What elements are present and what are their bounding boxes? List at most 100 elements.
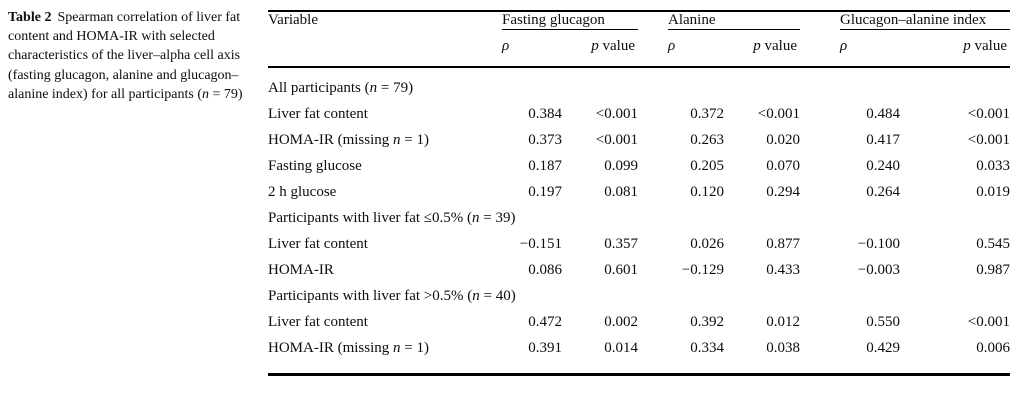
section-label-text: = 79) xyxy=(377,79,414,96)
rho-symbol: ρ xyxy=(668,38,676,54)
rho-value: −0.003 xyxy=(857,261,900,278)
gap-cell xyxy=(638,101,668,127)
p-value: 0.006 xyxy=(976,339,1010,356)
p-value: 0.002 xyxy=(604,313,638,330)
rho-value: 0.472 xyxy=(528,313,562,330)
rho-value: 0.484 xyxy=(866,105,900,122)
n-symbol: n xyxy=(472,287,480,304)
table-row-liver-fat-content: Liver fat content −0.151 0.357 0.026 0.8… xyxy=(268,231,1010,257)
rho-value: 0.372 xyxy=(690,105,724,122)
gap-cell xyxy=(800,101,840,127)
table-row-liver-fat-content: Liver fat content 0.384 <0.001 0.372 <0.… xyxy=(268,101,1010,127)
rho-value: 0.120 xyxy=(690,183,724,200)
rho-value: −0.129 xyxy=(681,261,724,278)
row-label: HOMA-IR xyxy=(268,261,334,278)
n-symbol: n xyxy=(393,339,401,356)
gap-cell xyxy=(800,127,840,153)
column-header-variable: Variable xyxy=(268,11,502,68)
gap-cell xyxy=(800,257,840,283)
section-label-text: = 39) xyxy=(479,209,516,226)
p-value: 0.070 xyxy=(766,157,800,174)
row-label: Fasting glucose xyxy=(268,157,362,174)
p-value: 0.877 xyxy=(766,235,800,252)
gap-cell xyxy=(638,127,668,153)
column-group-glucagon-alanine-index: Glucagon–alanine index xyxy=(840,11,1010,30)
section-row-liver-fat-high: Participants with liver fat >0.5% (n = 4… xyxy=(268,283,1010,309)
rho-value: −0.100 xyxy=(857,235,900,252)
p-value: 0.545 xyxy=(976,235,1010,252)
rho-value: 0.205 xyxy=(690,157,724,174)
table-caption-n: n xyxy=(201,86,209,102)
p-value: 0.601 xyxy=(604,261,638,278)
n-symbol: n xyxy=(393,131,401,148)
p-value: 0.433 xyxy=(766,261,800,278)
rho-value: 0.197 xyxy=(528,183,562,200)
p-value: <0.001 xyxy=(757,105,800,122)
column-header-rho-fasting-glucagon: ρ xyxy=(502,29,562,68)
row-label: Liver fat content xyxy=(268,313,368,330)
p-value-word: value xyxy=(970,38,1007,54)
p-value: 0.987 xyxy=(976,261,1010,278)
p-value: 0.012 xyxy=(766,313,800,330)
p-value: <0.001 xyxy=(595,131,638,148)
correlation-table: Variable Fasting glucagon Alanine Glucag… xyxy=(268,10,1010,376)
row-label: Liver fat content xyxy=(268,235,368,252)
gap-cell xyxy=(800,231,840,257)
gap-cell xyxy=(638,309,668,335)
table-row-homa-ir: HOMA-IR (missing n = 1) 0.373 <0.001 0.2… xyxy=(268,127,1010,153)
p-value: 0.014 xyxy=(604,339,638,356)
p-value-word: value xyxy=(760,38,797,54)
rho-value: 0.240 xyxy=(866,157,900,174)
p-value-word: value xyxy=(598,38,635,54)
p-value: 0.294 xyxy=(766,183,800,200)
gap-cell xyxy=(638,153,668,179)
p-value: 0.099 xyxy=(604,157,638,174)
table-caption-text-end: = 79) xyxy=(208,86,243,102)
section-label-text: Participants with liver fat ≤0.5% ( xyxy=(268,209,473,226)
section-label-text: Participants with liver fat >0.5% ( xyxy=(268,287,473,304)
rho-value: 0.550 xyxy=(866,313,900,330)
n-symbol: n xyxy=(472,209,480,226)
row-label: HOMA-IR (missing n = 1) xyxy=(268,339,429,356)
rho-value: 0.026 xyxy=(690,235,724,252)
gap-cell xyxy=(800,335,840,375)
column-header-rho-index: ρ xyxy=(840,29,900,68)
rho-value: 0.334 xyxy=(690,339,724,356)
gap-cell xyxy=(638,257,668,283)
p-value: <0.001 xyxy=(967,105,1010,122)
column-group-fasting-glucagon: Fasting glucagon xyxy=(502,11,638,30)
table-row-2h-glucose: 2 h glucose 0.197 0.081 0.120 0.294 0.26… xyxy=(268,179,1010,205)
rho-value: 0.384 xyxy=(528,105,562,122)
rho-value: 0.086 xyxy=(528,261,562,278)
row-label: HOMA-IR (missing n = 1) xyxy=(268,131,429,148)
rho-value: 0.392 xyxy=(690,313,724,330)
row-label: 2 h glucose xyxy=(268,183,337,200)
rho-value: 0.417 xyxy=(866,131,900,148)
p-symbol: p xyxy=(963,38,971,54)
table-caption-text: Spearman correlation of liver fat conten… xyxy=(8,10,241,102)
table-caption-label: Table 2 xyxy=(8,10,52,25)
rho-value: 0.373 xyxy=(528,131,562,148)
rho-symbol: ρ xyxy=(840,38,848,54)
header-gap xyxy=(638,11,668,68)
rho-value: 0.391 xyxy=(528,339,562,356)
gap-cell xyxy=(638,231,668,257)
p-value: 0.081 xyxy=(604,183,638,200)
p-symbol: p xyxy=(753,38,761,54)
rho-value: 0.187 xyxy=(528,157,562,174)
row-label: Liver fat content xyxy=(268,105,368,122)
section-label-text: All participants ( xyxy=(268,79,370,96)
column-header-pvalue-alanine: p value xyxy=(724,29,800,68)
p-value: 0.357 xyxy=(604,235,638,252)
section-label: Participants with liver fat ≤0.5% (n = 3… xyxy=(268,205,1010,231)
table-row-homa-ir: HOMA-IR 0.086 0.601 −0.129 0.433 −0.003 … xyxy=(268,257,1010,283)
rho-value: 0.263 xyxy=(690,131,724,148)
table-row-liver-fat-content: Liver fat content 0.472 0.002 0.392 0.01… xyxy=(268,309,1010,335)
section-row-all-participants: All participants (n = 79) xyxy=(268,67,1010,101)
column-header-rho-alanine: ρ xyxy=(668,29,724,68)
section-label: All participants (n = 79) xyxy=(268,67,1010,101)
table-caption: Table 2 Spearman correlation of liver fat… xyxy=(8,8,252,104)
table-row-fasting-glucose: Fasting glucose 0.187 0.099 0.205 0.070 … xyxy=(268,153,1010,179)
header-gap xyxy=(800,11,840,68)
